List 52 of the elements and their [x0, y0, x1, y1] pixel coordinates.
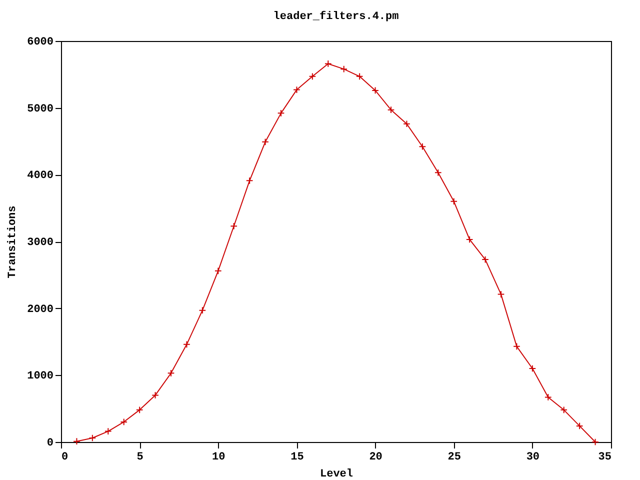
- point: [450, 198, 458, 206]
- x-tick-label: 25: [448, 452, 462, 464]
- point: [73, 438, 80, 445]
- x-tick-label: 30: [526, 452, 540, 464]
- y-tick-label: 4000: [27, 170, 54, 182]
- x-tick-label: 35: [598, 452, 612, 464]
- y-tick-label: 5000: [27, 103, 54, 116]
- point: [544, 394, 552, 401]
- point: [387, 106, 395, 114]
- x-tick-label: 5: [136, 452, 144, 464]
- point: [246, 177, 254, 184]
- chart-title: leader_filters.4.pm: [273, 10, 400, 23]
- point: [528, 364, 536, 372]
- point: [576, 422, 584, 430]
- y-tick-label: 6000: [27, 36, 54, 48]
- point: [152, 392, 159, 399]
- point: [497, 290, 505, 298]
- x-tick-label: 20: [369, 452, 382, 464]
- x-tick-label: 10: [212, 452, 226, 464]
- point: [513, 342, 520, 350]
- point: [88, 434, 96, 442]
- point: [434, 169, 442, 176]
- point: [466, 236, 474, 244]
- point: [403, 120, 410, 128]
- point: [293, 86, 300, 94]
- point: [136, 406, 144, 414]
- point: [372, 86, 379, 94]
- point: [214, 267, 222, 275]
- y-tick-label: 2000: [27, 304, 54, 316]
- point: [482, 256, 489, 264]
- x-tick-label: 15: [290, 452, 304, 464]
- point: [230, 222, 238, 230]
- x-tick-label: 0: [62, 452, 68, 464]
- point: [167, 370, 175, 377]
- point: [308, 72, 316, 80]
- y-axis-title: Transitions: [7, 206, 20, 278]
- y-tick-label: 1000: [27, 370, 54, 383]
- point: [198, 306, 206, 314]
- point: [183, 340, 190, 348]
- point: [592, 438, 599, 446]
- point: [120, 418, 128, 426]
- point: [104, 428, 112, 435]
- point: [356, 72, 364, 80]
- point: [262, 138, 269, 146]
- y-tick-label: 0: [46, 438, 54, 450]
- point: [340, 65, 348, 73]
- point: [324, 60, 332, 68]
- y-tick-label: 3000: [27, 237, 54, 249]
- point: [418, 142, 426, 150]
- point: [277, 110, 285, 117]
- x-axis-title: Level: [320, 468, 354, 480]
- point: [560, 406, 568, 414]
